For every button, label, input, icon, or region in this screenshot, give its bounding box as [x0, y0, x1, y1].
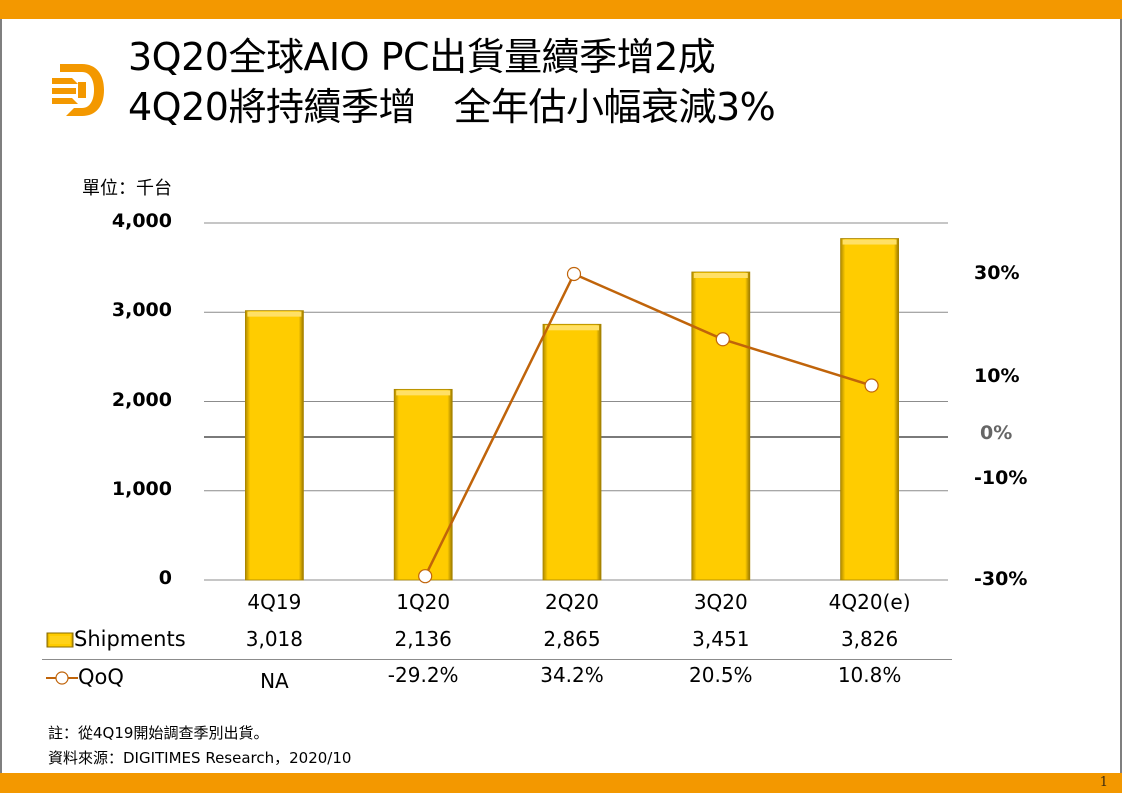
legend-qoq: QoQ: [46, 665, 124, 689]
qoq-point-3Q20: [715, 332, 730, 347]
y2-axis-tick-label: 30%: [974, 262, 1020, 284]
bar-1Q20: [393, 388, 453, 581]
shipments-value-cell: 2,865: [543, 627, 601, 651]
bar-2Q20: [542, 323, 602, 581]
x-axis-category-label: 4Q20(e): [828, 590, 911, 614]
x-axis-category-label: 2Q20: [545, 590, 599, 614]
qoq-line: [424, 272, 872, 577]
page-number: 1: [1099, 775, 1108, 790]
y-axis-tick-label: 3,000: [111, 299, 172, 322]
shipments-value-cell: 3,451: [692, 627, 750, 651]
qoq-value-cell: 20.5%: [689, 663, 753, 687]
footnote: 註：從4Q19開始調查季別出貨。: [48, 724, 269, 742]
qoq-legend-marker-icon: [46, 671, 78, 685]
bottom-orange-bar: [0, 773, 1122, 793]
y2-axis-tick-label: -10%: [974, 467, 1028, 489]
y2-axis-tick-label: 0%: [980, 422, 1013, 444]
x-axis-category-label: 3Q20: [693, 590, 748, 614]
qoq-value-cell: -29.2%: [387, 663, 459, 687]
digitimes-logo-icon: [52, 64, 104, 116]
legend-shipments: Shipments: [46, 627, 186, 651]
bar-4Q19: [244, 310, 304, 581]
source-note: 資料來源：DIGITIMES Research，2020/10: [48, 749, 352, 767]
y2-axis-tick-label: 10%: [974, 365, 1020, 387]
top-orange-bar: [0, 0, 1122, 19]
bar-4Q20(e): [840, 238, 899, 581]
y-axis-tick-label: 1,000: [111, 477, 172, 500]
shipments-value-cell: 3,826: [840, 627, 899, 651]
unit-label: 單位：千台: [82, 178, 172, 199]
right-border: [1120, 19, 1122, 773]
y2-axis-tick-label: -30%: [974, 568, 1028, 590]
y-axis-tick-label: 0: [158, 567, 172, 589]
qoq-value-cell: 10.8%: [837, 663, 902, 687]
title-line-1: 3Q20全球AIO PC出貨量續季增2成: [128, 35, 716, 79]
shipments-value-cell: 2,136: [394, 627, 452, 651]
qoq-point-4Q20(e): [864, 378, 879, 393]
shipments-legend-swatch-icon: [46, 632, 74, 648]
y-axis-tick-label: 4,000: [111, 210, 172, 232]
qoq-point-1Q20: [418, 569, 433, 584]
page-title: 3Q20全球AIO PC出貨量續季增2成 4Q20將持續季增 全年估小幅衰減3%: [128, 32, 776, 132]
bar-3Q20: [691, 271, 751, 581]
x-axis-category-label: 1Q20: [396, 590, 451, 614]
shipments-value-cell: 3,018: [245, 627, 304, 651]
legend-shipments-label: Shipments: [74, 627, 186, 651]
qoq-point-2Q20: [566, 266, 582, 282]
x-axis-category-label: 4Q19: [247, 590, 302, 614]
qoq-value-cell: 34.2%: [540, 663, 604, 687]
legend-qoq-label: QoQ: [78, 665, 124, 689]
title-line-2: 4Q20將持續季增 全年估小幅衰減3%: [128, 85, 776, 129]
table-divider: [42, 659, 952, 660]
y-axis-tick-label: 2,000: [111, 388, 172, 411]
qoq-value-cell: NA: [260, 669, 289, 693]
left-border: [0, 19, 2, 773]
